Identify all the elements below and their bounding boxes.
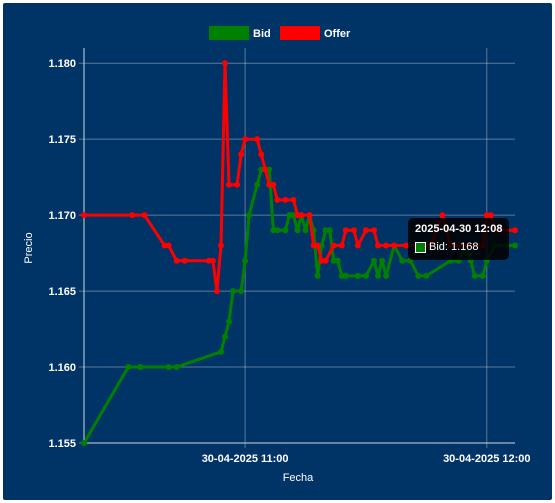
offer-point[interactable] (403, 242, 410, 249)
bid-point[interactable] (282, 227, 289, 234)
bid-point[interactable] (226, 318, 233, 325)
bid-point[interactable] (125, 364, 132, 371)
offer-point[interactable] (129, 212, 136, 219)
offer-point[interactable] (298, 212, 305, 219)
bid-point[interactable] (217, 348, 224, 355)
bid-point[interactable] (81, 440, 87, 446)
tooltip-swatch (415, 242, 426, 253)
bid-point[interactable] (512, 242, 518, 249)
offer-point[interactable] (362, 227, 369, 234)
offer-point[interactable] (226, 181, 233, 188)
bid-point[interactable] (371, 257, 378, 264)
offer-point[interactable] (165, 242, 172, 249)
offer-point[interactable] (375, 242, 382, 249)
offer-point[interactable] (209, 257, 216, 264)
offer-point[interactable] (173, 257, 180, 264)
y-tick-label: 1.165 (48, 286, 76, 298)
bid-point[interactable] (230, 288, 237, 295)
offer-point[interactable] (350, 227, 357, 234)
bid-point[interactable] (375, 272, 382, 279)
bid-point[interactable] (342, 272, 349, 279)
bid-point[interactable] (362, 272, 369, 279)
bid-point[interactable] (399, 257, 406, 264)
offer-point[interactable] (221, 60, 228, 67)
axes: 1.155 1.160 1.165 1.170 1.175 1.180 30-04-2025… (48, 48, 531, 465)
y-tick-label: 1.160 (48, 362, 76, 374)
offer-point[interactable] (274, 196, 281, 203)
offer-point[interactable] (254, 136, 261, 143)
offer-point[interactable] (81, 212, 87, 219)
offer-point[interactable] (213, 288, 220, 295)
bid-legend-swatch[interactable] (209, 26, 249, 40)
offer-legend-swatch[interactable] (280, 26, 320, 40)
offer-point[interactable] (282, 196, 289, 203)
bid-point[interactable] (246, 212, 253, 219)
offer-point[interactable] (342, 227, 349, 234)
offer-point[interactable] (262, 166, 269, 173)
bid-point[interactable] (383, 272, 390, 279)
bid-point[interactable] (242, 257, 249, 264)
offer-point[interactable] (322, 257, 329, 264)
offer-point[interactable] (141, 212, 148, 219)
bid-point[interactable] (471, 272, 478, 279)
x-tick-label: 30-04-2025 12:00 (443, 453, 530, 465)
x-tick-label: 30-04-2025 11:00 (202, 453, 289, 465)
offer-point[interactable] (314, 242, 321, 249)
chart-panel: 1.155 1.160 1.165 1.170 1.175 1.180 30-04-2025… (3, 3, 552, 500)
offer-point[interactable] (383, 242, 390, 249)
bid-point[interactable] (302, 227, 309, 234)
offer-legend-label[interactable]: Offer (324, 28, 351, 40)
y-tick-label: 1.180 (48, 58, 76, 70)
bid-point[interactable] (274, 227, 281, 234)
offer-point[interactable] (487, 212, 494, 219)
y-tick-label: 1.170 (48, 210, 76, 222)
offer-point[interactable] (338, 242, 345, 249)
bid-point[interactable] (423, 272, 430, 279)
offer-point[interactable] (391, 242, 398, 249)
bid-series-line (82, 168, 515, 444)
y-tick-label: 1.175 (48, 134, 76, 146)
y-tick-label: 1.155 (48, 438, 76, 450)
offer-point[interactable] (258, 151, 265, 158)
offer-point[interactable] (217, 242, 224, 249)
bid-point[interactable] (314, 272, 321, 279)
bid-point[interactable] (354, 272, 361, 279)
bid-point[interactable] (221, 333, 228, 340)
offer-point[interactable] (270, 181, 277, 188)
bid-point[interactable] (173, 364, 180, 371)
tooltip-title: 2025-04-30 12:08 (415, 223, 503, 235)
bid-point[interactable] (238, 288, 245, 295)
tooltip: 2025-04-30 12:08 Bid: 1.168 (408, 218, 509, 260)
offer-point[interactable] (234, 181, 241, 188)
y-axis-title: Precio (23, 232, 35, 263)
x-axis-title: Fecha (283, 472, 314, 484)
offer-point[interactable] (330, 242, 337, 249)
bid-point[interactable] (479, 272, 486, 279)
offer-point[interactable] (306, 212, 313, 219)
tooltip-value: Bid: 1.168 (429, 241, 479, 253)
bid-point[interactable] (165, 364, 172, 371)
bid-legend-label[interactable]: Bid (253, 28, 271, 40)
bid-point[interactable] (326, 227, 333, 234)
bid-point[interactable] (379, 257, 386, 264)
offer-point[interactable] (290, 196, 297, 203)
offer-point[interactable] (242, 136, 249, 143)
legend[interactable]: Bid Offer (209, 26, 351, 40)
offer-point[interactable] (238, 151, 245, 158)
bid-point[interactable] (137, 364, 144, 371)
offer-point[interactable] (371, 227, 378, 234)
bid-point[interactable] (294, 227, 301, 234)
offer-point[interactable] (512, 227, 518, 234)
bid-point[interactable] (415, 272, 422, 279)
bid-point[interactable] (254, 181, 261, 188)
offer-point[interactable] (439, 212, 446, 219)
offer-point[interactable] (181, 257, 188, 264)
offer-point[interactable] (354, 242, 361, 249)
bid-point[interactable] (334, 257, 341, 264)
